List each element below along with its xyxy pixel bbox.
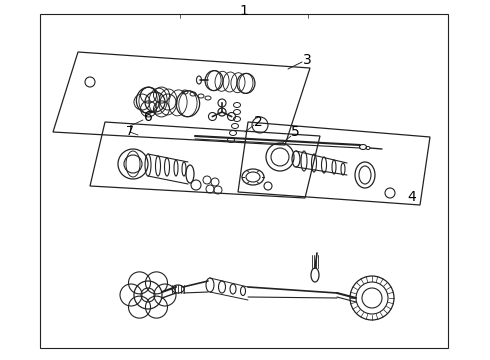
Text: 4: 4 bbox=[408, 190, 416, 204]
Text: 5: 5 bbox=[291, 125, 299, 139]
Text: 7: 7 bbox=[126, 125, 134, 138]
Text: 1: 1 bbox=[240, 4, 248, 18]
Text: 3: 3 bbox=[303, 53, 311, 67]
Text: 2: 2 bbox=[254, 115, 262, 129]
Bar bbox=[40, 14, 448, 348]
Text: 6: 6 bbox=[144, 110, 152, 124]
